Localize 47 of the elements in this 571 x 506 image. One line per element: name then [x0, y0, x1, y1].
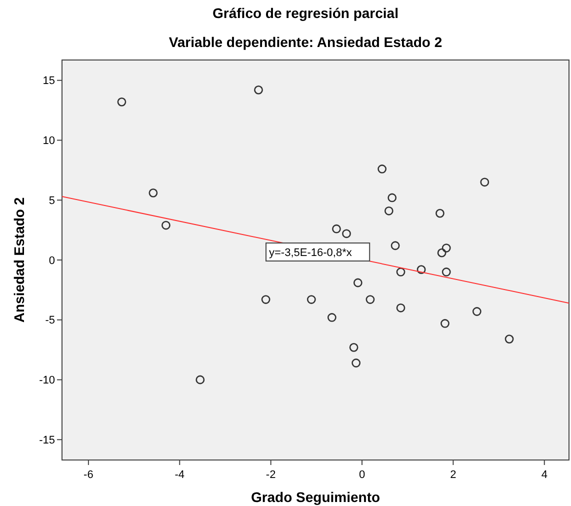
y-tick-label: 0 [48, 254, 55, 267]
point [366, 295, 375, 304]
point [436, 208, 444, 218]
x-tick-label: 0 [358, 469, 366, 481]
x-tick-label: 2 [450, 469, 456, 481]
chart-title: Gráfico de regresión parcial [212, 5, 398, 21]
x-tick-label: 4 [541, 469, 548, 481]
y-tick-label: 5 [48, 194, 55, 207]
point [396, 268, 406, 276]
point [388, 193, 397, 202]
y-tick-label: -10 [39, 374, 55, 387]
x-axis-title: Grado Seguimiento [250, 489, 380, 505]
point [352, 358, 361, 368]
point [504, 334, 514, 344]
point [442, 268, 451, 276]
y-tick-label: -5 [45, 314, 55, 327]
annotation: y=-3,5E-16-0,8*x [269, 246, 352, 259]
point [327, 313, 336, 322]
y-tick-label: 10 [42, 135, 55, 148]
point [332, 224, 341, 234]
point [442, 244, 451, 252]
point [261, 295, 270, 304]
x-tick-label: -4 [174, 469, 185, 481]
point [148, 188, 158, 198]
point [416, 265, 426, 274]
point [162, 220, 170, 230]
point [472, 307, 482, 316]
point [306, 295, 316, 304]
y-tick-label: 15 [42, 75, 55, 88]
point [390, 241, 400, 250]
y-tick-label: -15 [39, 434, 55, 446]
point [353, 278, 362, 288]
point [437, 248, 446, 258]
point [117, 97, 126, 106]
point [480, 178, 490, 187]
point [440, 319, 450, 328]
point [384, 206, 394, 216]
point [254, 85, 263, 94]
point [396, 303, 406, 312]
x-tick-label: -2 [266, 469, 276, 481]
point [378, 164, 387, 174]
chart-subtitle: Variable dependiente: Ansiedad Estado 2 [168, 34, 442, 50]
x-tick-label: -6 [84, 469, 94, 481]
point [196, 375, 205, 384]
point [342, 229, 351, 238]
point [349, 342, 358, 352]
y-axis-title: Ansiedad Estado 2 [11, 197, 27, 323]
